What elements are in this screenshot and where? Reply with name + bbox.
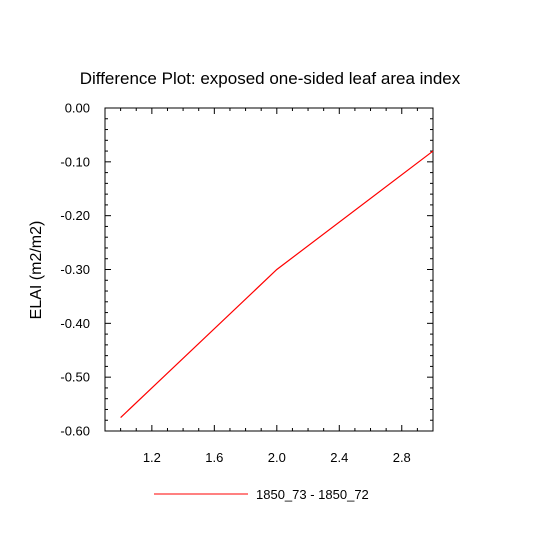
series-group xyxy=(120,150,434,418)
y-tick-label: -0.10 xyxy=(60,154,90,169)
x-tick-label: 2.0 xyxy=(268,450,286,465)
y-axis-ticks: 0.00 -0.10 -0.20 -0.30 -0.40 -0.50 -0.60 xyxy=(60,101,433,439)
y-tick-label: -0.40 xyxy=(60,316,90,331)
y-tick-label: -0.60 xyxy=(60,424,90,439)
x-tick-label: 1.6 xyxy=(205,450,223,465)
y-tick-label: -0.50 xyxy=(60,370,90,385)
x-tick-label: 2.8 xyxy=(393,450,411,465)
x-tick-label: 2.4 xyxy=(330,450,348,465)
chart-title: Difference Plot: exposed one-sided leaf … xyxy=(80,69,461,88)
plot-frame xyxy=(104,107,434,432)
x-tick-label: 1.2 xyxy=(143,450,161,465)
legend: 1850_73 - 1850_72 xyxy=(154,487,369,502)
legend-label: 1850_73 - 1850_72 xyxy=(256,487,369,502)
x-axis-ticks: 1.2 1.6 2.0 2.4 2.8 xyxy=(104,108,434,465)
y-tick-label: 0.00 xyxy=(65,101,90,116)
y-axis-label: ELAI (m2/m2) xyxy=(28,221,45,320)
y-tick-label: -0.30 xyxy=(60,262,90,277)
series-line xyxy=(120,150,434,418)
y-tick-label: -0.20 xyxy=(60,208,90,223)
